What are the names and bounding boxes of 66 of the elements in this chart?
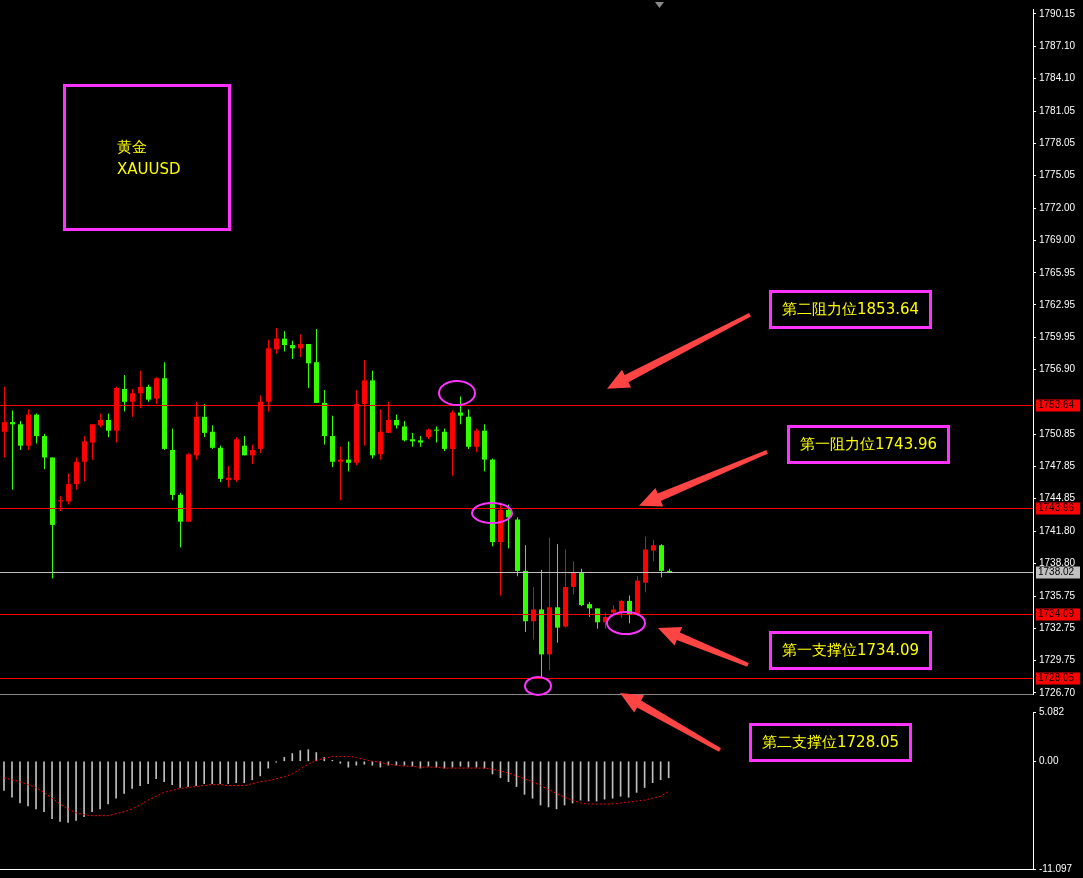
y-tick-label: 1744.85 xyxy=(1039,492,1076,504)
candlestick xyxy=(210,424,215,450)
annotation: 第一阻力位1743.96 xyxy=(787,425,951,464)
candlestick xyxy=(402,420,407,442)
y-tick-label: 1756.90 xyxy=(1039,363,1076,375)
y-tick-label: 1738.80 xyxy=(1039,557,1076,569)
ref-line-label: 1738.02 xyxy=(1038,566,1075,578)
candlestick xyxy=(106,413,111,438)
ref-line-label: 1743.96 xyxy=(1038,502,1075,514)
y-tick-label: 1769.00 xyxy=(1039,233,1076,245)
candlestick xyxy=(442,428,447,452)
candlestick xyxy=(298,333,303,358)
candlestick xyxy=(10,409,15,491)
candlestick xyxy=(571,560,576,595)
candlestick xyxy=(82,435,87,482)
y-tick-label: 1729.75 xyxy=(1039,654,1076,666)
candlestick xyxy=(122,374,127,412)
candlestick xyxy=(338,446,343,501)
candlestick xyxy=(378,408,383,461)
candlestick xyxy=(90,423,95,461)
y-tick-label: 1747.85 xyxy=(1039,460,1076,472)
candlestick xyxy=(74,456,79,491)
y-tick-label: 1778.05 xyxy=(1039,137,1076,149)
candlestick xyxy=(651,539,656,562)
ref-line-label: 1734.09 xyxy=(1038,608,1075,620)
annotation: 第一支撑位1734.09 xyxy=(769,631,933,670)
y-tick-label: 1765.95 xyxy=(1039,266,1076,278)
y-tick-label: 1732.75 xyxy=(1039,621,1076,633)
y-tick-label: 1772.00 xyxy=(1039,201,1076,213)
candlestick xyxy=(66,473,71,506)
y-tick-label: 1735.75 xyxy=(1039,589,1076,601)
candlestick xyxy=(434,425,439,443)
annotation: 第二支撑位1728.05 xyxy=(749,723,913,762)
candlestick xyxy=(42,433,47,470)
candlestick xyxy=(290,340,295,360)
y-tick-label: 1762.95 xyxy=(1039,298,1076,310)
y-tick-label: 1790.15 xyxy=(1039,7,1076,19)
candlestick xyxy=(250,444,255,465)
y-tick-label: 0.00 xyxy=(1039,755,1059,767)
ref-line-label: 1728.05 xyxy=(1038,672,1075,684)
y-tick-label: 1787.10 xyxy=(1039,40,1076,52)
y-tick-label: -11.097 xyxy=(1039,862,1073,874)
candlestick xyxy=(226,465,231,488)
candlestick xyxy=(555,543,560,644)
candlestick xyxy=(274,327,279,355)
candlestick xyxy=(202,403,207,438)
candlestick xyxy=(282,330,287,352)
candlestick xyxy=(458,395,463,425)
annotation: 黄金 xyxy=(117,138,147,156)
candlestick xyxy=(306,343,311,389)
y-tick-label: 1726.70 xyxy=(1039,686,1076,698)
ref-line-label: 1753.64 xyxy=(1038,399,1075,411)
candlestick xyxy=(18,420,23,451)
candlestick xyxy=(474,428,479,453)
line-series xyxy=(3,755,670,817)
y-tick-label: 1750.85 xyxy=(1039,428,1076,440)
annotation: 第二阻力位1853.64 xyxy=(769,290,933,329)
candlestick xyxy=(34,413,39,445)
candlestick xyxy=(346,440,351,472)
y-tick-label: 1775.05 xyxy=(1039,169,1076,181)
annotation: XAUUSD xyxy=(117,160,181,178)
y-tick-label: 5.082 xyxy=(1039,705,1065,717)
y-tick-label: 1741.80 xyxy=(1039,525,1076,537)
y-tick-label: 1784.10 xyxy=(1039,72,1076,84)
y-tick-label: 1759.95 xyxy=(1039,330,1076,342)
y-tick-label: 1781.05 xyxy=(1039,104,1076,116)
